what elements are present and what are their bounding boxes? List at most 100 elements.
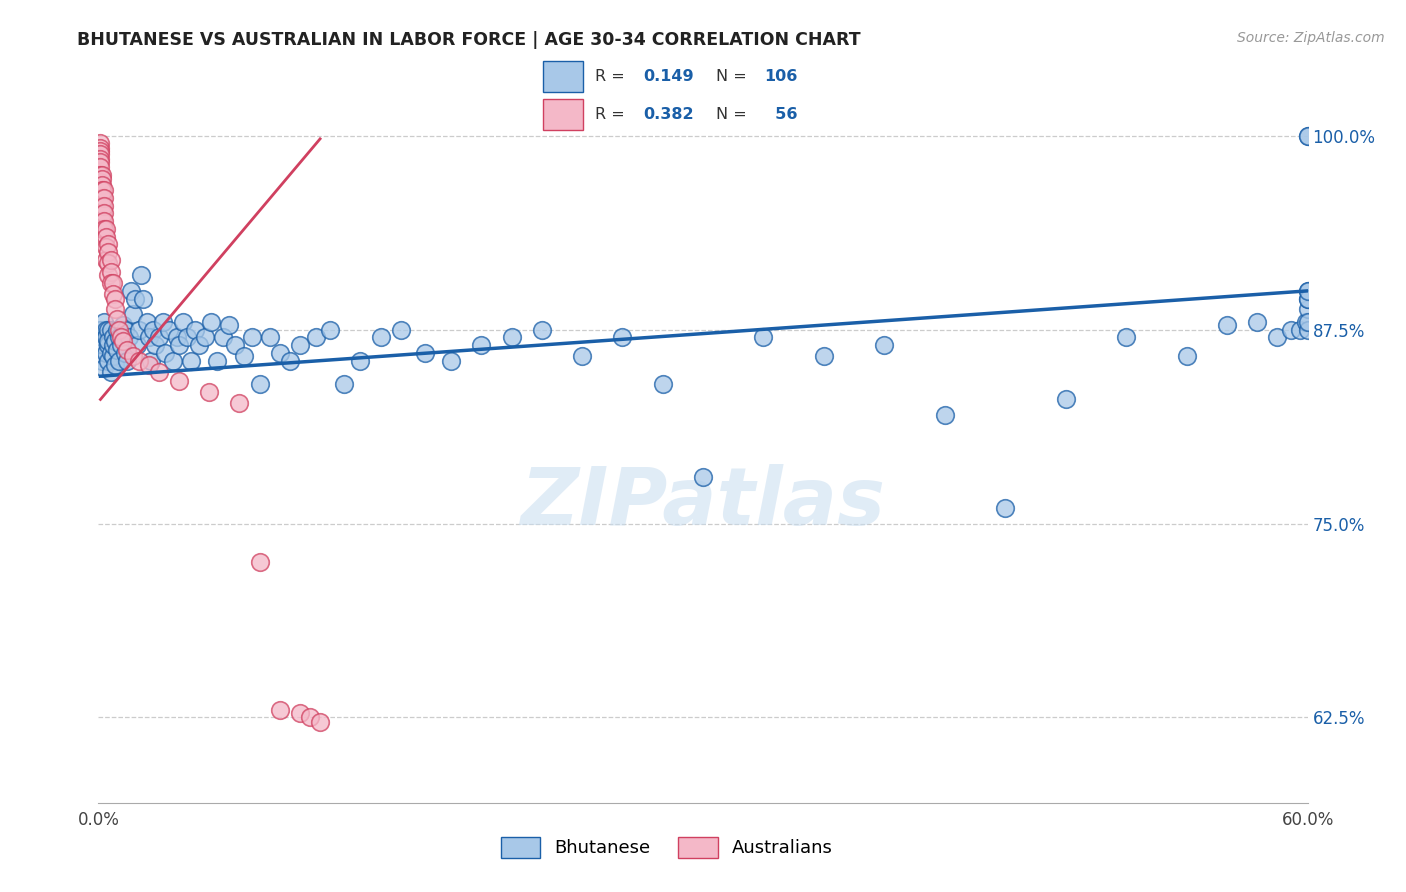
Text: 56: 56 bbox=[763, 107, 797, 122]
FancyBboxPatch shape bbox=[543, 62, 582, 92]
Point bbox=[172, 315, 194, 329]
Point bbox=[89, 147, 111, 161]
Point bbox=[1115, 330, 1137, 344]
Point bbox=[224, 338, 246, 352]
Point bbox=[107, 330, 129, 344]
Point bbox=[121, 307, 143, 321]
Point bbox=[333, 376, 356, 391]
Text: 0.149: 0.149 bbox=[643, 69, 693, 84]
Point bbox=[571, 349, 593, 363]
Point bbox=[142, 323, 165, 337]
Point bbox=[103, 359, 125, 373]
Point bbox=[692, 470, 714, 484]
Point bbox=[152, 315, 174, 329]
Point bbox=[114, 323, 136, 337]
Point bbox=[278, 353, 301, 368]
Point bbox=[110, 338, 132, 352]
Point bbox=[188, 338, 211, 352]
Point bbox=[194, 330, 217, 344]
Point bbox=[101, 276, 124, 290]
Point bbox=[91, 172, 114, 186]
Point bbox=[167, 338, 190, 352]
Point bbox=[100, 276, 122, 290]
Point bbox=[96, 229, 118, 244]
Point bbox=[89, 136, 111, 151]
Point bbox=[97, 268, 120, 283]
Point bbox=[1281, 323, 1303, 337]
Point bbox=[89, 152, 111, 166]
Point bbox=[370, 330, 392, 344]
Point bbox=[232, 349, 254, 363]
Point bbox=[97, 256, 120, 270]
Point bbox=[121, 349, 143, 363]
Point bbox=[299, 710, 322, 724]
Text: 0.382: 0.382 bbox=[643, 107, 693, 122]
Point bbox=[96, 222, 118, 236]
Point bbox=[101, 349, 124, 363]
FancyBboxPatch shape bbox=[543, 99, 582, 130]
Point bbox=[96, 330, 118, 344]
Point bbox=[118, 330, 141, 344]
Point bbox=[162, 353, 184, 368]
Point bbox=[97, 323, 120, 337]
Point bbox=[1054, 392, 1077, 407]
Point bbox=[105, 343, 128, 357]
Point bbox=[101, 287, 124, 301]
Point bbox=[96, 346, 118, 360]
Point bbox=[115, 343, 138, 357]
Point bbox=[110, 330, 132, 344]
Point bbox=[124, 292, 146, 306]
Point bbox=[389, 323, 412, 337]
Point bbox=[96, 323, 118, 337]
Text: Source: ZipAtlas.com: Source: ZipAtlas.com bbox=[1237, 31, 1385, 45]
Point bbox=[413, 346, 436, 360]
Point bbox=[180, 353, 202, 368]
Point bbox=[111, 318, 134, 332]
Point bbox=[89, 141, 111, 155]
Point bbox=[1296, 315, 1319, 329]
Point bbox=[1296, 284, 1319, 298]
Point bbox=[1175, 349, 1198, 363]
Point bbox=[440, 353, 463, 368]
Point bbox=[103, 292, 125, 306]
Point bbox=[873, 338, 896, 352]
Point bbox=[93, 198, 115, 212]
Point bbox=[176, 330, 198, 344]
Point bbox=[91, 198, 114, 212]
Text: ZIPatlas: ZIPatlas bbox=[520, 464, 886, 542]
Point bbox=[309, 715, 332, 730]
Point bbox=[1296, 292, 1319, 306]
Point bbox=[93, 361, 115, 376]
Point bbox=[166, 330, 188, 344]
Point bbox=[153, 346, 176, 360]
Point bbox=[1296, 128, 1319, 143]
Point bbox=[651, 376, 673, 391]
Text: R =: R = bbox=[595, 69, 630, 84]
Text: R =: R = bbox=[595, 107, 630, 122]
Point bbox=[129, 268, 152, 283]
Point bbox=[167, 374, 190, 388]
Point bbox=[91, 330, 114, 344]
Point bbox=[612, 330, 634, 344]
Point bbox=[1296, 323, 1319, 337]
Point bbox=[96, 240, 118, 254]
Point bbox=[100, 265, 122, 279]
Point bbox=[198, 384, 221, 399]
Point bbox=[100, 323, 122, 337]
Point bbox=[994, 501, 1017, 516]
Point bbox=[97, 237, 120, 252]
Point bbox=[100, 346, 122, 360]
Point bbox=[1296, 302, 1319, 317]
Point bbox=[240, 330, 263, 344]
Point bbox=[93, 206, 115, 220]
Point bbox=[1288, 323, 1310, 337]
Point bbox=[97, 245, 120, 260]
Point bbox=[249, 376, 271, 391]
Point bbox=[111, 334, 134, 348]
Point bbox=[143, 338, 166, 352]
Point bbox=[107, 353, 129, 368]
Point bbox=[91, 222, 114, 236]
Text: BHUTANESE VS AUSTRALIAN IN LABOR FORCE | AGE 30-34 CORRELATION CHART: BHUTANESE VS AUSTRALIAN IN LABOR FORCE |… bbox=[77, 31, 860, 49]
Point bbox=[93, 214, 115, 228]
Point bbox=[501, 330, 523, 344]
